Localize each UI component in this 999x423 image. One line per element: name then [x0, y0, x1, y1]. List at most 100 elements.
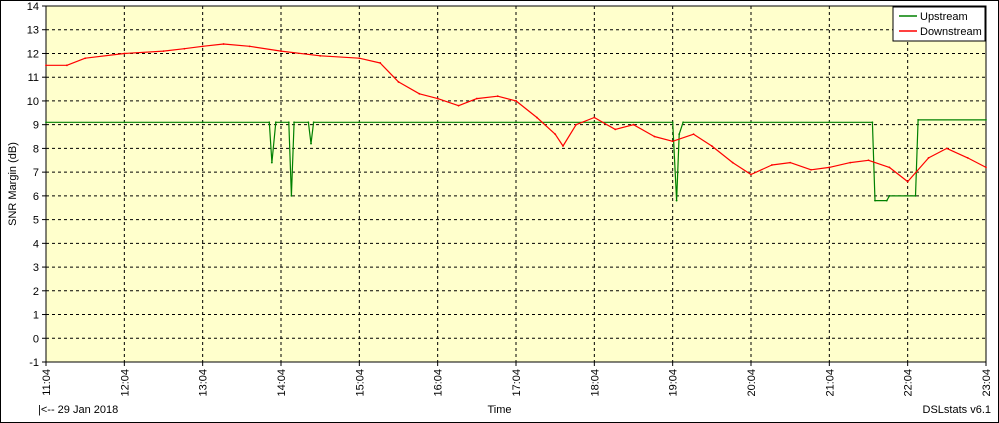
data-point-downstream [397, 81, 400, 83]
y-tick-label: 14 [27, 1, 39, 13]
data-point-downstream [575, 123, 577, 126]
data-point-downstream [475, 97, 478, 100]
y-axis-label: SNR Margin (dB) [7, 142, 19, 226]
data-point-downstream [867, 159, 870, 162]
data-point-downstream [248, 45, 251, 48]
y-tick-label: 2 [33, 286, 39, 298]
data-point-upstream [678, 133, 681, 136]
data-point-upstream [287, 121, 290, 124]
data-point-downstream [849, 161, 852, 164]
data-point-upstream [358, 121, 361, 124]
data-point-upstream [436, 121, 439, 124]
legend-label-downstream: Downstream [920, 26, 982, 38]
data-point-downstream [515, 100, 517, 102]
data-point-downstream [828, 166, 831, 169]
data-point-downstream [65, 64, 68, 67]
data-point-downstream [945, 147, 948, 150]
data-point-upstream [675, 199, 678, 202]
data-point-upstream [917, 119, 920, 121]
data-point-downstream [671, 140, 674, 143]
y-tick-label: 10 [27, 96, 39, 108]
x-tick-label: 22:04 [903, 369, 915, 397]
x-tick-label: 17:04 [511, 369, 523, 397]
data-point-downstream [162, 50, 165, 52]
data-point-downstream [731, 161, 734, 164]
data-point-downstream [692, 133, 695, 136]
data-point-upstream [593, 121, 596, 124]
series-layer [45, 43, 987, 202]
x-tick-label: 19:04 [668, 369, 680, 397]
data-point-downstream [906, 180, 909, 183]
data-point-downstream [966, 156, 969, 159]
data-point-upstream [888, 194, 891, 197]
data-point-downstream [632, 123, 635, 126]
data-point-downstream [927, 156, 930, 159]
x-tick-label: 15:04 [354, 369, 366, 397]
data-point-upstream [201, 121, 204, 124]
data-point-upstream [515, 121, 517, 124]
data-point-downstream [45, 64, 47, 67]
data-point-upstream [310, 142, 312, 145]
x-tick-label: 11:04 [41, 369, 53, 396]
data-point-upstream [270, 161, 273, 164]
legend-box [892, 6, 986, 42]
data-point-downstream [810, 168, 812, 171]
data-point-downstream [710, 145, 713, 147]
data-point-upstream [274, 121, 277, 124]
data-point-downstream [750, 173, 752, 176]
data-point-upstream [293, 121, 295, 124]
data-point-downstream [593, 116, 596, 119]
data-point-upstream [123, 121, 126, 124]
x-tick-label: 20:04 [746, 369, 758, 397]
data-point-downstream [770, 164, 773, 166]
data-point-upstream [307, 121, 310, 124]
legend: Upstream Downstream [892, 6, 986, 42]
data-point-downstream [614, 128, 617, 131]
data-point-downstream [496, 95, 499, 98]
data-point-upstream [671, 121, 674, 124]
x-axis-label: Time [487, 404, 512, 416]
x-tick-label: 23:04 [981, 369, 993, 397]
data-point-downstream [418, 92, 421, 95]
data-point-downstream [319, 54, 322, 57]
data-point-downstream [183, 47, 186, 50]
data-point-downstream [554, 133, 557, 136]
data-point-upstream [290, 194, 293, 197]
data-point-downstream [436, 97, 439, 100]
data-point-upstream [871, 121, 874, 124]
y-tick-label: 7 [33, 167, 39, 179]
y-tick-label: 6 [33, 191, 39, 203]
data-point-upstream [682, 121, 685, 124]
x-tick-label: 13:04 [198, 369, 210, 397]
x-tick-label: 16:04 [433, 369, 445, 397]
data-point-upstream [45, 121, 47, 124]
y-tick-label: 9 [33, 120, 39, 132]
data-point-downstream [222, 43, 225, 45]
data-point-downstream [280, 50, 282, 52]
data-point-downstream [358, 57, 361, 60]
data-point-downstream [562, 145, 564, 147]
data-point-downstream [123, 52, 126, 55]
y-tick-label: 3 [33, 262, 39, 274]
y-tick-label: 8 [33, 143, 39, 155]
data-point-downstream [457, 104, 460, 107]
x-tick-label: 14:04 [276, 369, 288, 397]
y-tick-label: 5 [33, 215, 39, 227]
data-point-downstream [84, 57, 87, 60]
data-point-downstream [789, 161, 792, 164]
data-point-downstream [379, 62, 382, 64]
x-tick-label: 18:04 [589, 369, 601, 397]
data-point-upstream [885, 199, 888, 202]
data-point-downstream [888, 166, 891, 169]
y-tick-label: 12 [27, 48, 39, 60]
data-point-upstream [268, 121, 271, 124]
date-marker: |<-- 29 Jan 2018 [38, 404, 119, 416]
legend-label-upstream: Upstream [920, 11, 968, 23]
y-tick-label: 4 [33, 238, 39, 250]
data-point-downstream [653, 135, 656, 138]
app-version: DSLstats v6.1 [922, 404, 991, 416]
data-point-downstream [535, 116, 538, 119]
y-tick-label: 0 [33, 333, 39, 345]
